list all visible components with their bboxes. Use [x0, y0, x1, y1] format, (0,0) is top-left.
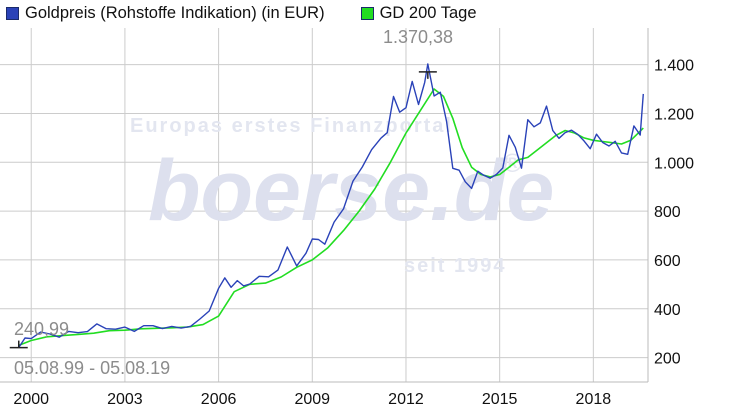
legend-label-gd200: GD 200 Tage [379, 3, 477, 22]
y-tick-label: 1.200 [654, 106, 694, 123]
plot-frame [0, 28, 649, 383]
y-tick-label: 800 [654, 204, 681, 221]
x-tick-label: 2015 [482, 391, 518, 408]
watermark-line1: Europas erstes Finanzportal [130, 115, 453, 137]
legend-item-gd200: GD 200 Tage [360, 3, 477, 23]
chart-legend: Goldpreis (Rohstoffe Indikation) (in EUR… [0, 0, 730, 26]
x-tick-label: 2000 [13, 391, 49, 408]
legend-swatch-goldpreis [6, 6, 19, 20]
extreme-markers [9, 71, 437, 349]
legend-swatch-gd200 [360, 6, 374, 20]
series-line-gd200 [18, 88, 644, 347]
date-range-label: 05.08.99 - 05.08.19 [14, 358, 170, 378]
x-tick-label: 2003 [107, 391, 143, 408]
y-axis: 200 400 600 800 1.000 1.200 1.400 [654, 58, 694, 368]
y-tick-label: 200 [654, 351, 681, 368]
x-tick-label: 2012 [388, 391, 424, 408]
x-tick-label: 2018 [576, 391, 612, 408]
y-tick-label: 400 [654, 302, 681, 319]
x-axis: 2000 2003 2006 2009 2012 2015 2018 [13, 391, 611, 408]
legend-item-goldpreis: Goldpreis (Rohstoffe Indikation) (in EUR… [6, 4, 325, 23]
series-line-goldpreis [18, 63, 644, 348]
y-tick-label: 1.000 [654, 155, 694, 172]
grid [0, 28, 648, 382]
watermark: Europas erstes Finanzportal boerse.de ® … [130, 115, 554, 277]
min-value-label: 240,99 [14, 319, 69, 339]
x-tick-label: 2006 [201, 391, 237, 408]
x-tick-label: 2009 [294, 391, 330, 408]
series-group [18, 63, 644, 348]
legend-label-goldpreis: Goldpreis (Rohstoffe Indikation) (in EUR… [25, 3, 325, 22]
watermark-brand: boerse.de [148, 143, 554, 239]
max-value-label: 1.370,38 [383, 27, 453, 47]
y-tick-label: 1.400 [654, 58, 694, 75]
y-tick-label: 600 [654, 253, 681, 270]
watermark-since: seit 1994 [404, 255, 507, 277]
